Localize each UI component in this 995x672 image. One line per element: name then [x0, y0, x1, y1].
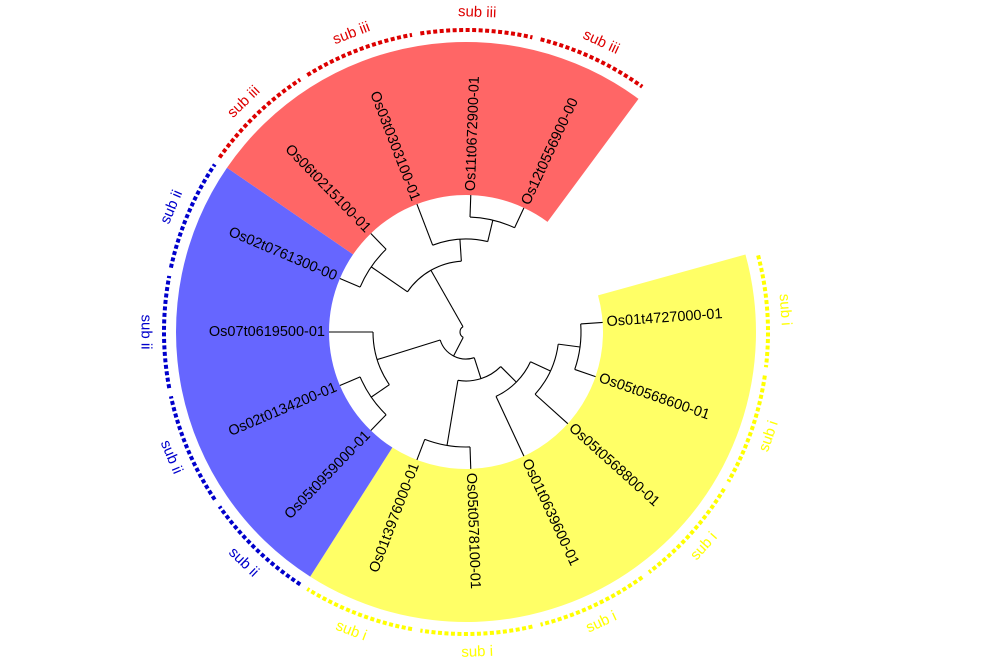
subgroup-label-sub-i: sub i [583, 608, 619, 637]
branch-arc-7 [372, 331, 390, 385]
subgroup-arc-sub-iii [420, 28, 533, 40]
branch-arc-3 [495, 361, 531, 397]
subgroup-label-sub-i: sub i [776, 293, 795, 326]
branch-line [500, 366, 517, 383]
branch-line [453, 337, 464, 357]
branch-arc-12 [469, 216, 515, 229]
subgroup-arc-sub-ii [161, 275, 172, 389]
subgroup-arc-sub-i [306, 587, 413, 632]
subgroup-label-sub-iii: sub iii [458, 3, 497, 21]
branch-line [459, 239, 462, 262]
subgroup-arc-sub-i [756, 254, 770, 368]
subgroup-arc-sub-iii [217, 77, 302, 159]
branch-arc-6 [424, 438, 471, 448]
leaf-label: Os05t0578100-01 [463, 473, 483, 590]
branch-line [580, 321, 603, 325]
tree-branches [329, 195, 603, 469]
subgroup-arc-sub-ii [168, 395, 217, 501]
branch-line [514, 207, 525, 229]
subgroup-label-sub-i: sub i [333, 617, 369, 644]
branch-line [370, 266, 408, 293]
branch-arc-8 [359, 376, 387, 416]
subgroup-arc-sub-iii [540, 37, 644, 89]
branch-line [487, 220, 494, 242]
leaf-label: Os11t0672900-01 [463, 76, 483, 192]
subgroup-label-sub-ii: sub ii [138, 314, 155, 349]
branch-arc-2 [457, 366, 502, 382]
branch-line [370, 233, 387, 250]
subgroup-arc-sub-iii [306, 32, 413, 77]
branch-line [495, 396, 525, 457]
branch-arc-0 [459, 326, 464, 338]
subgroup-label-sub-iii: sub iii [224, 82, 263, 121]
subgroup-label-sub-i: sub i [755, 418, 781, 453]
branch-line [446, 380, 459, 446]
branch-line [558, 343, 581, 348]
branch-line [530, 361, 551, 372]
subgroup-arc-sub-i [540, 575, 644, 627]
subgroup-label-sub-i: sub i [461, 643, 493, 661]
subgroup-arc-sub-i [420, 624, 533, 636]
subgroup-label-sub-ii: sub ii [157, 188, 186, 227]
branch-arc-4 [534, 344, 559, 395]
branch-line [370, 384, 390, 398]
branch-line [416, 439, 426, 461]
clade-sectors [175, 41, 756, 622]
branch-line [534, 393, 569, 425]
branch-arc-9 [407, 260, 462, 293]
branch-line [469, 195, 472, 218]
branch-line [370, 414, 387, 431]
subgroup-arc-sub-ii [217, 505, 302, 587]
sector-sub-iii [227, 41, 639, 255]
branch-arc-1 [439, 339, 475, 360]
branch-line [473, 357, 482, 379]
branch-line [469, 446, 472, 469]
branch-line [574, 368, 596, 378]
sector-sub-ii [175, 167, 393, 577]
subgroup-label-sub-ii: sub ii [157, 438, 186, 477]
branch-line [377, 339, 441, 361]
subgroup-arc-sub-i [647, 487, 726, 574]
branch-arc-11 [432, 238, 488, 246]
sector-sub-i [310, 254, 756, 622]
branch-arc-10 [359, 248, 387, 288]
branch-line [339, 376, 361, 387]
subgroup-arc-sub-i [726, 375, 767, 483]
subgroup-arc-sub-ii [168, 163, 217, 269]
branch-line [416, 203, 434, 246]
subgroup-label-sub-iii: sub iii [330, 18, 372, 48]
leaf-label: Os07t0619500-01 [209, 324, 325, 340]
branch-arc-5 [574, 323, 582, 370]
branch-line [430, 270, 464, 328]
branch-line [339, 277, 361, 288]
